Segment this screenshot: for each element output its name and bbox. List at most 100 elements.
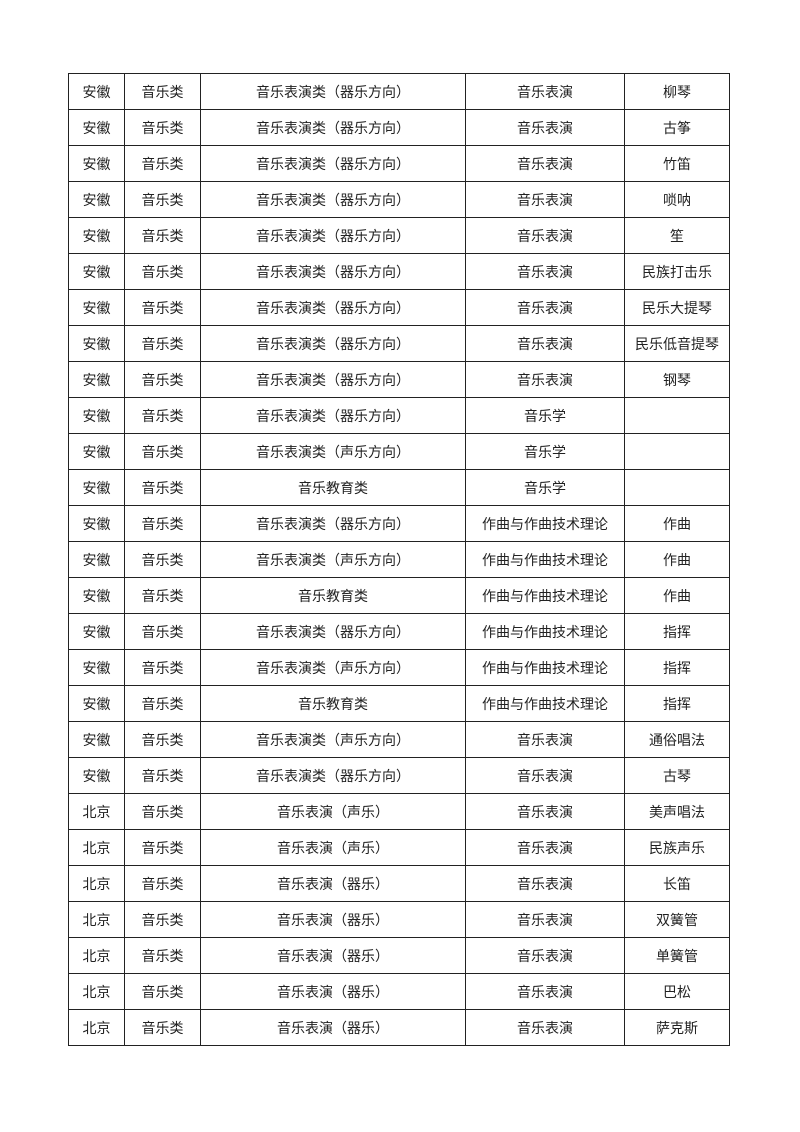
major-cell: 音乐表演 bbox=[465, 901, 625, 938]
category-cell: 音乐类 bbox=[124, 469, 201, 506]
category-cell: 音乐类 bbox=[124, 181, 201, 218]
table-row: 安徽 音乐类 音乐表演类（器乐方向） 音乐表演 柳琴 bbox=[68, 73, 730, 110]
province-cell: 安徽 bbox=[68, 397, 125, 434]
major-cell: 音乐表演 bbox=[465, 1009, 625, 1046]
table-row: 安徽 音乐类 音乐表演类（器乐方向） 音乐表演 民族打击乐 bbox=[68, 253, 730, 290]
exam-category-cell: 音乐表演类（器乐方向） bbox=[200, 757, 466, 794]
exam-category-cell: 音乐表演类（器乐方向） bbox=[200, 253, 466, 290]
exam-category-cell: 音乐教育类 bbox=[200, 577, 466, 614]
direction-cell bbox=[624, 469, 730, 506]
table-row: 安徽 音乐类 音乐教育类 作曲与作曲技术理论 指挥 bbox=[68, 685, 730, 722]
exam-category-cell: 音乐表演类（器乐方向） bbox=[200, 73, 466, 110]
exam-category-cell: 音乐表演类（器乐方向） bbox=[200, 109, 466, 146]
province-cell: 安徽 bbox=[68, 757, 125, 794]
table-row: 安徽 音乐类 音乐表演类（声乐方向） 作曲与作曲技术理论 作曲 bbox=[68, 541, 730, 578]
table-row: 北京 音乐类 音乐表演（器乐） 音乐表演 单簧管 bbox=[68, 937, 730, 974]
category-cell: 音乐类 bbox=[124, 937, 201, 974]
province-cell: 安徽 bbox=[68, 721, 125, 758]
category-cell: 音乐类 bbox=[124, 649, 201, 686]
exam-category-cell: 音乐表演类（器乐方向） bbox=[200, 217, 466, 254]
province-cell: 北京 bbox=[68, 1009, 125, 1046]
exam-category-cell: 音乐表演（器乐） bbox=[200, 901, 466, 938]
major-cell: 音乐表演 bbox=[465, 937, 625, 974]
category-cell: 音乐类 bbox=[124, 325, 201, 362]
major-cell: 音乐表演 bbox=[465, 145, 625, 182]
province-cell: 安徽 bbox=[68, 73, 125, 110]
category-cell: 音乐类 bbox=[124, 757, 201, 794]
category-cell: 音乐类 bbox=[124, 253, 201, 290]
direction-cell bbox=[624, 397, 730, 434]
major-cell: 音乐学 bbox=[465, 397, 625, 434]
category-cell: 音乐类 bbox=[124, 685, 201, 722]
direction-cell: 民族打击乐 bbox=[624, 253, 730, 290]
province-cell: 安徽 bbox=[68, 253, 125, 290]
category-cell: 音乐类 bbox=[124, 829, 201, 866]
province-cell: 北京 bbox=[68, 937, 125, 974]
major-cell: 音乐表演 bbox=[465, 289, 625, 326]
major-cell: 音乐学 bbox=[465, 469, 625, 506]
major-cell: 作曲与作曲技术理论 bbox=[465, 541, 625, 578]
major-cell: 音乐表演 bbox=[465, 361, 625, 398]
category-cell: 音乐类 bbox=[124, 1009, 201, 1046]
province-cell: 安徽 bbox=[68, 325, 125, 362]
province-cell: 北京 bbox=[68, 901, 125, 938]
table-row: 安徽 音乐类 音乐表演类（器乐方向） 音乐表演 唢呐 bbox=[68, 181, 730, 218]
table-row: 安徽 音乐类 音乐教育类 音乐学 bbox=[68, 469, 730, 506]
major-cell: 音乐表演 bbox=[465, 721, 625, 758]
direction-cell: 古筝 bbox=[624, 109, 730, 146]
direction-cell: 古琴 bbox=[624, 757, 730, 794]
major-cell: 音乐表演 bbox=[465, 757, 625, 794]
exam-category-cell: 音乐表演类（器乐方向） bbox=[200, 145, 466, 182]
category-cell: 音乐类 bbox=[124, 289, 201, 326]
direction-cell bbox=[624, 433, 730, 470]
table-row: 北京 音乐类 音乐表演（器乐） 音乐表演 双簧管 bbox=[68, 901, 730, 938]
direction-cell: 作曲 bbox=[624, 505, 730, 542]
category-cell: 音乐类 bbox=[124, 73, 201, 110]
table-row: 安徽 音乐类 音乐表演类（器乐方向） 音乐表演笙 bbox=[68, 217, 730, 254]
province-cell: 安徽 bbox=[68, 145, 125, 182]
major-cell: 作曲与作曲技术理论 bbox=[465, 685, 625, 722]
table-row: 安徽 音乐类 音乐教育类 作曲与作曲技术理论 作曲 bbox=[68, 577, 730, 614]
table-row: 安徽 音乐类 音乐表演类（器乐方向） 音乐表演 古琴 bbox=[68, 757, 730, 794]
exam-category-cell: 音乐表演（声乐） bbox=[200, 793, 466, 830]
exam-category-cell: 音乐表演类（器乐方向） bbox=[200, 505, 466, 542]
category-cell: 音乐类 bbox=[124, 865, 201, 902]
exam-category-cell: 音乐教育类 bbox=[200, 685, 466, 722]
direction-cell: 民乐低音提琴 bbox=[624, 325, 730, 362]
table-row: 北京 音乐类 音乐表演（器乐） 音乐表演 萨克斯 bbox=[68, 1009, 730, 1046]
table-row: 北京 音乐类 音乐表演（器乐） 音乐表演 巴松 bbox=[68, 973, 730, 1010]
exam-category-cell: 音乐表演类（器乐方向） bbox=[200, 325, 466, 362]
exam-category-cell: 音乐表演类（声乐方向） bbox=[200, 721, 466, 758]
direction-cell: 钢琴 bbox=[624, 361, 730, 398]
major-cell: 作曲与作曲技术理论 bbox=[465, 649, 625, 686]
exam-category-cell: 音乐表演类（声乐方向） bbox=[200, 433, 466, 470]
province-cell: 安徽 bbox=[68, 505, 125, 542]
direction-cell: 萨克斯 bbox=[624, 1009, 730, 1046]
province-cell: 北京 bbox=[68, 793, 125, 830]
category-cell: 音乐类 bbox=[124, 577, 201, 614]
exam-category-cell: 音乐表演（器乐） bbox=[200, 1009, 466, 1046]
exam-category-cell: 音乐表演（器乐） bbox=[200, 937, 466, 974]
category-cell: 音乐类 bbox=[124, 793, 201, 830]
major-cell: 音乐表演 bbox=[465, 181, 625, 218]
direction-cell: 唢呐 bbox=[624, 181, 730, 218]
exam-category-cell: 音乐表演（器乐） bbox=[200, 865, 466, 902]
direction-cell: 长笛 bbox=[624, 865, 730, 902]
province-cell: 北京 bbox=[68, 865, 125, 902]
table-row: 安徽 音乐类 音乐表演类（器乐方向） 音乐表演 钢琴 bbox=[68, 361, 730, 398]
exam-category-cell: 音乐表演类（声乐方向） bbox=[200, 649, 466, 686]
exam-category-cell: 音乐表演类（器乐方向） bbox=[200, 361, 466, 398]
exam-category-cell: 音乐教育类 bbox=[200, 469, 466, 506]
table-row: 安徽 音乐类 音乐表演类（器乐方向） 作曲与作曲技术理论 作曲 bbox=[68, 505, 730, 542]
exam-category-cell: 音乐表演类（器乐方向） bbox=[200, 613, 466, 650]
exam-category-cell: 音乐表演（器乐） bbox=[200, 973, 466, 1010]
province-cell: 安徽 bbox=[68, 613, 125, 650]
category-cell: 音乐类 bbox=[124, 721, 201, 758]
major-cell: 作曲与作曲技术理论 bbox=[465, 613, 625, 650]
exam-category-cell: 音乐表演类（器乐方向） bbox=[200, 397, 466, 434]
table-row: 北京 音乐类 音乐表演（器乐） 音乐表演 长笛 bbox=[68, 865, 730, 902]
category-cell: 音乐类 bbox=[124, 541, 201, 578]
table-row: 北京 音乐类 音乐表演（声乐） 音乐表演 民族声乐 bbox=[68, 829, 730, 866]
admissions-table: 安徽 音乐类 音乐表演类（器乐方向） 音乐表演 柳琴 安徽 音乐类 音乐表演类（器乐方向） 音乐… bbox=[68, 73, 730, 1046]
province-cell: 安徽 bbox=[68, 577, 125, 614]
